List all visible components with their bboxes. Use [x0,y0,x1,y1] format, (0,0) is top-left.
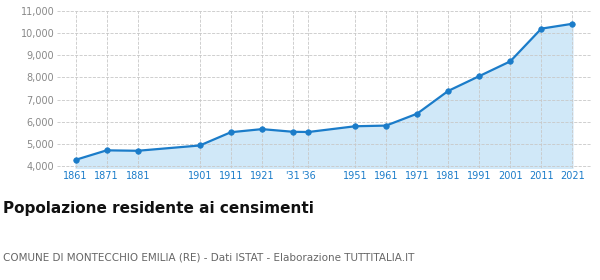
Text: COMUNE DI MONTECCHIO EMILIA (RE) - Dati ISTAT - Elaborazione TUTTITALIA.IT: COMUNE DI MONTECCHIO EMILIA (RE) - Dati … [3,252,415,262]
Text: Popolazione residente ai censimenti: Popolazione residente ai censimenti [3,201,314,216]
